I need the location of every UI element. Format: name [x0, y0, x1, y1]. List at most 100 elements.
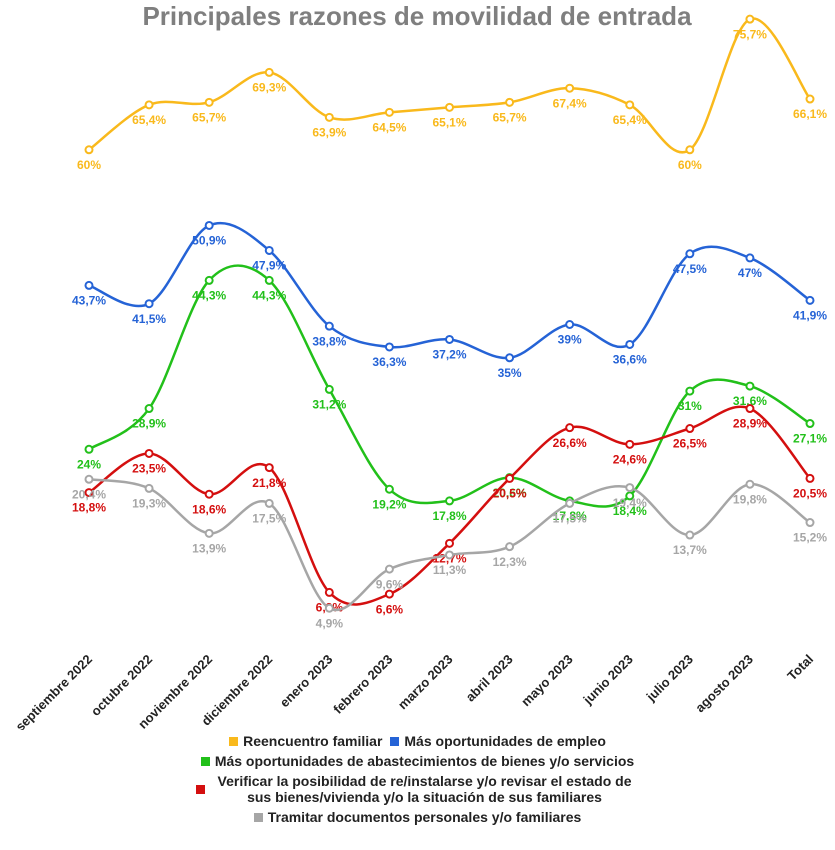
data-label: 28,9%	[733, 417, 767, 431]
point	[745, 404, 755, 414]
point	[204, 528, 214, 538]
data-label: 21,8%	[252, 476, 286, 490]
point	[144, 100, 154, 110]
point	[685, 145, 695, 155]
data-label: 18,4%	[613, 504, 647, 518]
point	[144, 404, 154, 414]
legend-item: Más oportunidades de empleo	[390, 733, 606, 749]
data-label: 65,7%	[192, 111, 226, 125]
data-label: 41,5%	[132, 312, 166, 326]
point	[625, 483, 635, 493]
x-tick-label: enero 2023	[277, 652, 336, 711]
data-label: 39%	[558, 333, 582, 347]
data-label: 9,6%	[376, 577, 404, 591]
point	[745, 381, 755, 391]
data-label: 44,3%	[192, 289, 226, 303]
point	[445, 334, 454, 344]
data-label: 65,4%	[613, 113, 647, 127]
data-label: 11,3%	[433, 563, 467, 577]
point	[445, 538, 454, 548]
point	[84, 474, 94, 484]
point	[445, 550, 454, 560]
data-label: 19,2%	[372, 497, 406, 511]
point	[505, 542, 515, 552]
point	[505, 97, 515, 107]
data-label: 50,9%	[192, 234, 226, 248]
data-label: 60%	[77, 158, 101, 172]
data-label: 20,6%	[493, 486, 527, 500]
point	[324, 587, 334, 597]
point	[144, 299, 154, 309]
point	[805, 295, 815, 305]
x-tick-label: Total	[784, 652, 816, 684]
legend-swatch	[195, 784, 205, 794]
legend-label: Tramitar documentos personales y/o famil…	[267, 809, 582, 825]
point	[745, 14, 755, 24]
data-label: 47,5%	[673, 262, 707, 276]
data-label: 24%	[77, 457, 101, 471]
data-label: 44,3%	[252, 289, 286, 303]
point	[565, 320, 575, 329]
legend-label: Más oportunidades de abastecimientos de …	[214, 753, 635, 769]
data-label: 31,6%	[733, 394, 767, 408]
point	[745, 479, 755, 489]
legend-label: Más oportunidades de empleo	[404, 733, 606, 749]
data-label: 13,7%	[673, 543, 707, 557]
data-label: 65,1%	[432, 116, 466, 130]
chart: Principales razones de movilidad de entr…	[12, 1, 827, 734]
point	[324, 384, 334, 394]
point	[324, 603, 334, 613]
chart-title: Principales razones de movilidad de entr…	[142, 1, 692, 31]
data-label: 27,1%	[793, 432, 827, 446]
data-label: 28,9%	[132, 417, 166, 431]
x-tick-label: julio 2023	[643, 652, 696, 705]
x-tick-label: octubre 2022	[88, 652, 155, 719]
x-tick-label: mayo 2023	[518, 652, 576, 710]
point	[625, 339, 635, 349]
point	[264, 245, 274, 255]
point	[264, 498, 274, 508]
data-label: 17,5%	[553, 512, 587, 526]
data-label: 17,8%	[432, 509, 466, 523]
point	[324, 112, 334, 122]
legend-item: Más oportunidades de abastecimientos de …	[120, 753, 715, 769]
point	[84, 488, 94, 498]
point	[384, 564, 394, 574]
data-label: 36,3%	[372, 355, 406, 369]
data-label: 19,8%	[733, 492, 767, 506]
point	[264, 463, 274, 473]
point	[685, 530, 695, 540]
point	[505, 473, 515, 483]
x-tick-label: agosto 2023	[692, 652, 756, 716]
point	[445, 496, 454, 506]
data-label: 18,8%	[72, 501, 106, 515]
data-label: 60%	[678, 158, 702, 172]
legend-label: Reencuentro familiar	[243, 733, 383, 749]
legend-swatch	[200, 756, 210, 766]
data-label: 20,5%	[493, 487, 527, 501]
data-label: 47%	[738, 266, 762, 280]
x-tick-label: abril 2023	[463, 652, 516, 705]
data-label: 66,1%	[793, 107, 827, 121]
data-label: 26,5%	[673, 437, 707, 451]
data-label: 37,2%	[432, 348, 466, 362]
point	[505, 353, 515, 363]
point	[685, 424, 695, 434]
point	[384, 107, 394, 117]
legend: Reencuentro familiar Más oportunidades de…	[0, 733, 835, 825]
point	[685, 386, 695, 396]
point	[384, 342, 394, 352]
data-label: 20,4%	[72, 487, 106, 501]
legend-label: Verificar la posibilidad de re/instalars…	[217, 773, 632, 805]
x-tick-label: febrero 2023	[330, 652, 395, 717]
data-label: 38,8%	[312, 334, 346, 348]
point	[565, 423, 575, 433]
series-line	[88, 264, 811, 508]
point	[625, 100, 635, 110]
data-label: 17,8%	[553, 509, 587, 523]
data-label: 20,5%	[793, 487, 827, 501]
data-label: 13,9%	[192, 542, 226, 556]
point	[144, 483, 154, 493]
point	[204, 220, 214, 230]
data-label: 75,7%	[733, 27, 767, 41]
